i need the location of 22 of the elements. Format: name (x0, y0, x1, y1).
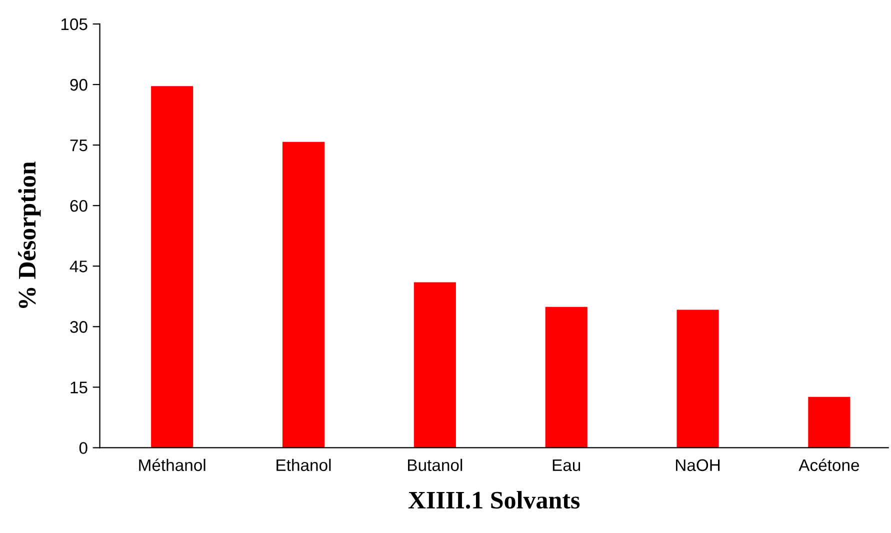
x-tick-label: Ethanol (276, 458, 331, 472)
bar (545, 306, 588, 448)
x-tick-label: Butanol (408, 458, 462, 472)
bar (151, 86, 194, 448)
y-tick-label: 75 (70, 140, 88, 152)
y-tick-label: 0 (79, 442, 88, 454)
x-tick-label: Acétone (798, 458, 860, 472)
x-axis-title: XIIII.1 Solvants (408, 491, 580, 509)
bar (676, 310, 719, 448)
y-tick-label: 45 (70, 260, 88, 272)
bar (414, 282, 456, 448)
y-axis-title: % Désorption (18, 162, 41, 308)
y-tick-label: 90 (70, 78, 88, 91)
x-tick-label: Eau (552, 459, 580, 472)
y-tick-label: 60 (70, 200, 88, 212)
y-tick-label: 15 (70, 382, 88, 394)
x-tick-label: NaOH (676, 459, 720, 472)
x-tick-label: Méthanol (139, 458, 206, 472)
y-tick-label: 30 (70, 321, 88, 333)
bar (282, 142, 325, 448)
y-tick-label: 105 (61, 18, 88, 30)
bar (808, 396, 850, 448)
